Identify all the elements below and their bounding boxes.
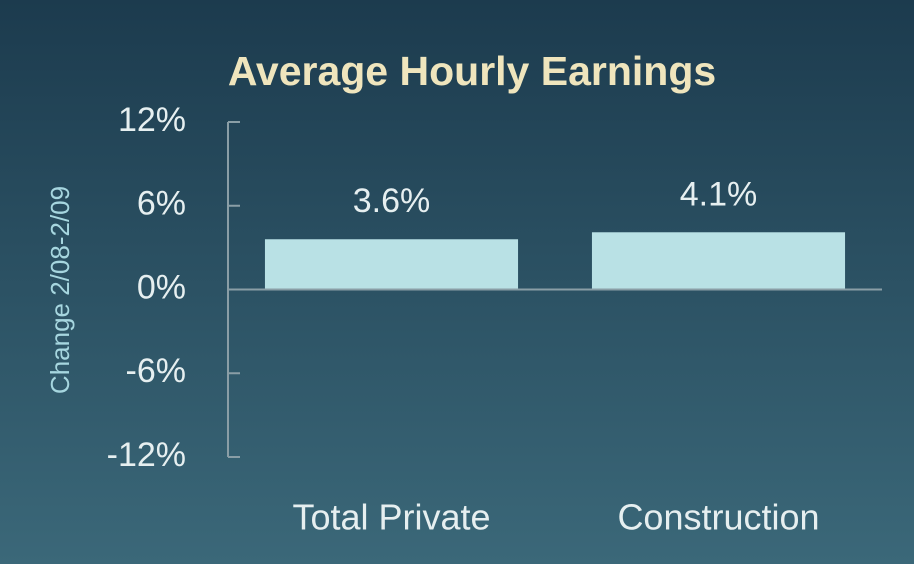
y-tick-label: -12%: [107, 436, 186, 474]
y-tick-label: 0%: [137, 268, 186, 306]
y-tick-label: 6%: [137, 185, 186, 223]
bar: [264, 239, 519, 290]
value-label: 4.1%: [680, 175, 758, 213]
x-tick-label: Total Private: [292, 497, 490, 538]
y-tick-label: -6%: [126, 352, 186, 390]
x-tick-label: Construction: [617, 497, 819, 538]
y-tick-label: 12%: [118, 101, 186, 139]
chart-title: Average Hourly Earnings: [228, 48, 716, 94]
y-axis-label: Change 2/08-2/09: [45, 186, 75, 394]
value-label: 3.6%: [353, 182, 431, 220]
bar: [591, 232, 846, 290]
